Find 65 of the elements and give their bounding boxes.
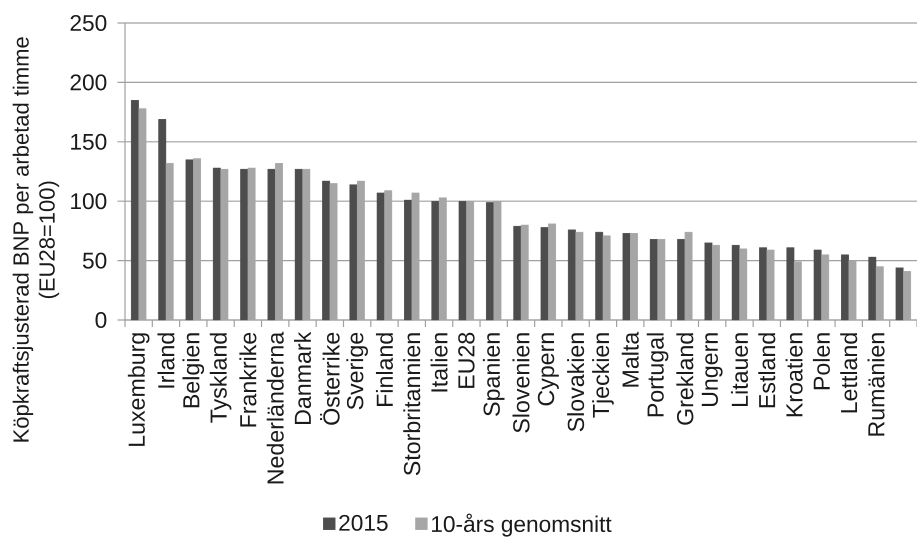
bar <box>704 242 712 320</box>
x-tick-label: Slovenien <box>512 333 530 433</box>
y-tick-label: 250 <box>70 14 106 32</box>
y-tick-label: 0 <box>96 312 106 328</box>
bar <box>322 180 330 320</box>
bar <box>732 244 740 320</box>
x-tick-label: Tjeckien <box>592 333 614 418</box>
legend-label: 10-års genomsnitt <box>432 514 612 537</box>
x-tick-label: Tyskland <box>210 333 232 423</box>
x-tick-label: Kroatien <box>786 333 803 416</box>
x-tick-label: Sverige <box>346 332 368 410</box>
x-tick-label: Italien <box>430 333 448 392</box>
bar <box>622 233 630 320</box>
x-tick-label: Slovakien <box>567 333 584 432</box>
bar <box>568 230 576 320</box>
x-tick-label: Portugal <box>646 333 668 416</box>
y-tick-label: 50 <box>82 252 106 269</box>
bar <box>294 168 303 320</box>
x-tick-label: Belgien <box>182 333 204 408</box>
bar <box>130 100 139 320</box>
bar <box>458 201 467 320</box>
bar <box>841 254 849 320</box>
x-tick-label: Finland <box>376 333 393 406</box>
bar <box>868 256 876 320</box>
bar <box>677 239 686 320</box>
bar <box>540 227 549 320</box>
bar <box>349 184 358 320</box>
bar <box>240 168 248 320</box>
x-tick-label: Irland <box>157 333 174 388</box>
x-tick-label: Rumänien <box>868 333 885 436</box>
bar <box>486 202 494 320</box>
x-tick-label: Storbritannien <box>403 333 420 476</box>
x-tick-label: Grekland <box>676 333 694 425</box>
bar <box>212 168 221 320</box>
x-tick-label: Luxemburg <box>128 333 150 446</box>
bar <box>268 168 276 320</box>
x-tick-label: Polen <box>812 333 830 390</box>
y-axis-title: Köpkraftsjusterad BNP per arbetad timme (EU28=100) <box>12 37 60 442</box>
bar <box>376 192 385 320</box>
x-tick-label: Estland <box>758 333 776 408</box>
x-tick-label: EU28 <box>458 332 475 388</box>
x-tick-label: Nederländerna <box>266 332 284 484</box>
x-tick-label: Litauen <box>730 333 748 406</box>
bar <box>595 232 604 320</box>
x-tick-label: Cypern <box>538 333 559 406</box>
bar <box>186 159 194 320</box>
x-tick-label: Ungern <box>702 333 723 406</box>
bar <box>158 119 166 320</box>
y-tick-label: 100 <box>71 193 106 210</box>
bar <box>759 247 767 320</box>
legend-label: 2015 <box>339 514 388 531</box>
x-tick-label: Danmark <box>294 332 312 424</box>
x-tick-label: Frankrike <box>239 332 256 427</box>
x-tick-label: Spanien <box>482 333 504 416</box>
bar <box>896 268 904 320</box>
y-tick-label: 200 <box>70 74 106 90</box>
bar <box>786 247 794 320</box>
x-tick-label: Lettland <box>840 333 858 412</box>
bar <box>404 200 412 320</box>
bar <box>814 250 822 320</box>
bar <box>650 239 658 320</box>
x-tick-label: Österrike <box>320 332 340 425</box>
x-tick-label: Malta <box>622 332 639 387</box>
bar <box>513 226 522 320</box>
y-tick-label: 150 <box>71 134 106 150</box>
